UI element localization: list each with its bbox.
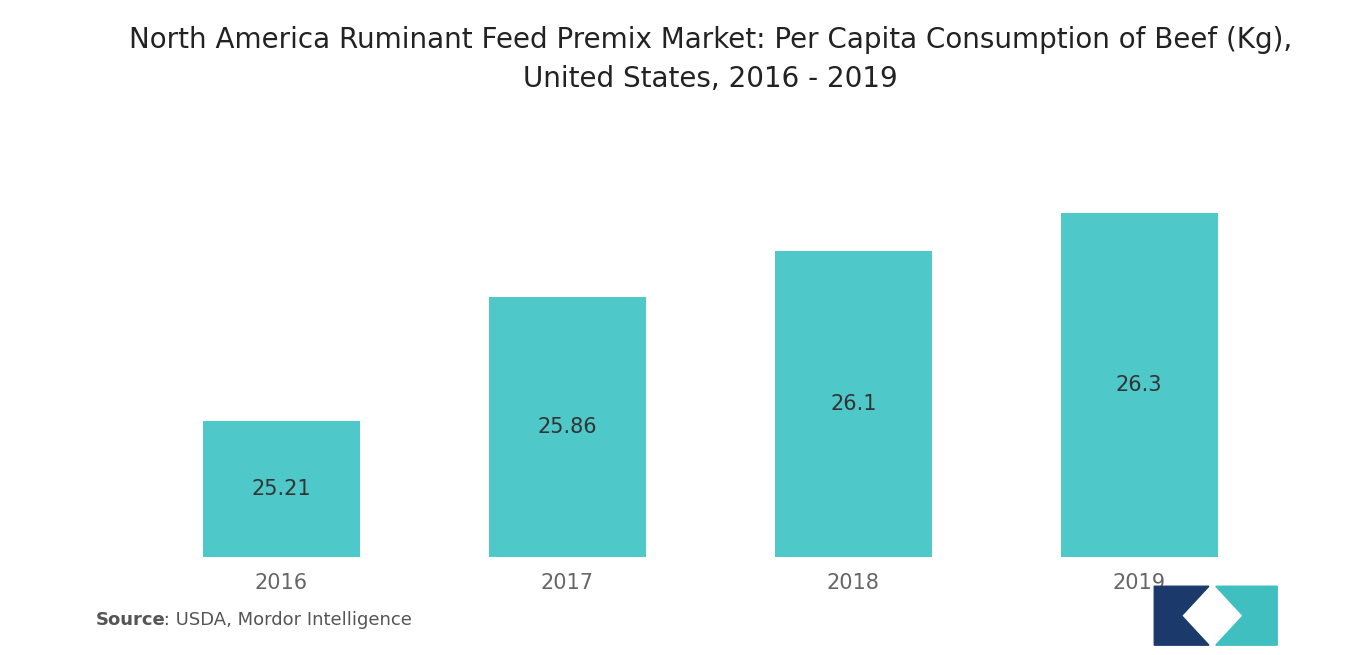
- Text: 26.1: 26.1: [831, 394, 877, 414]
- Text: 26.3: 26.3: [1116, 375, 1162, 395]
- Text: Source: Source: [96, 611, 165, 629]
- Bar: [202, 421, 361, 655]
- Polygon shape: [1154, 586, 1209, 645]
- Title: North America Ruminant Feed Premix Market: Per Capita Consumption of Beef (Kg),
: North America Ruminant Feed Premix Marke…: [128, 26, 1292, 94]
- Text: 25.86: 25.86: [538, 417, 597, 437]
- Text: 25.21: 25.21: [251, 479, 311, 499]
- Bar: [489, 297, 646, 655]
- Bar: [1060, 214, 1218, 655]
- Polygon shape: [1216, 586, 1277, 645]
- Text: : USDA, Mordor Intelligence: : USDA, Mordor Intelligence: [158, 611, 413, 629]
- Bar: [775, 252, 932, 655]
